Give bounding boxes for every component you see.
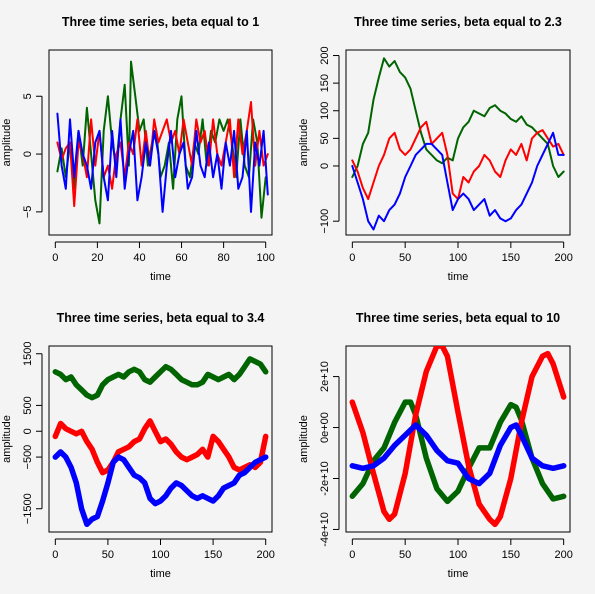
x-tick-label: 100 <box>449 252 467 264</box>
x-tick-label: 50 <box>399 252 411 264</box>
chart-panel: 0 50 100 150 200 −1500 −500 0 500 1500 Three time … <box>1 311 275 580</box>
x-tick-label: 60 <box>175 252 187 264</box>
x-tick-label: 0 <box>52 252 58 264</box>
y-tick-label: 1500 <box>22 342 34 366</box>
series-line <box>52 418 269 476</box>
x-tick-label: 200 <box>257 549 275 561</box>
y-tick-label: 200 <box>319 46 331 64</box>
x-tick-label: 80 <box>217 252 229 264</box>
y-tick-label: −500 <box>22 445 34 470</box>
y-tick-label: 0 <box>319 163 331 169</box>
series-line <box>52 356 269 401</box>
y-tick-label: 500 <box>22 396 34 414</box>
series-line <box>349 399 567 505</box>
x-tick-label: 200 <box>554 252 572 264</box>
y-tick-label: −100 <box>319 209 331 234</box>
x-axis-label: time <box>150 568 171 580</box>
plot-frame <box>48 49 273 236</box>
y-tick-label: -2e+10 <box>319 461 331 496</box>
y-tick-label: 150 <box>319 74 331 92</box>
series-line <box>349 422 567 487</box>
y-axis-label: amplitude <box>1 415 13 463</box>
chart-title: Three time series, beta equal to 3.4 <box>57 311 265 325</box>
x-tick-label: 40 <box>133 252 145 264</box>
series-line <box>351 57 565 178</box>
x-tick-label: 200 <box>554 549 572 561</box>
y-tick-label: 100 <box>319 102 331 120</box>
x-tick-label: 0 <box>349 252 355 264</box>
chart-panel: 0 50 100 150 200 −100 0 50 100 150 200 Three time s… <box>298 15 573 283</box>
series-line <box>56 112 269 213</box>
chart-panel: 0 50 100 150 200 -4e+10 -2e+10 0e+00 2e+10 Three … <box>298 311 573 580</box>
x-tick-label: 100 <box>449 549 467 561</box>
x-tick-label: 150 <box>502 549 520 561</box>
x-tick-label: 0 <box>349 549 355 561</box>
x-axis-label: time <box>448 568 469 580</box>
x-tick-label: 150 <box>502 252 520 264</box>
x-tick-label: 20 <box>91 252 103 264</box>
y-tick-label: 0 <box>22 428 34 434</box>
x-tick-label: 100 <box>257 252 275 264</box>
x-tick-label: 50 <box>399 549 411 561</box>
series-line <box>351 131 565 231</box>
y-tick-label: -4e+10 <box>319 512 331 547</box>
chart-title: Three time series, beta equal to 10 <box>356 311 560 325</box>
y-tick-label: 0e+00 <box>319 412 331 443</box>
series-line <box>351 120 565 201</box>
y-axis-label: amplitude <box>1 119 13 167</box>
chart-title: Three time series, beta equal to 1 <box>62 15 259 29</box>
chart-title: Three time series, beta equal to 2.3 <box>354 15 562 29</box>
series-line <box>56 101 269 208</box>
plot-frame <box>48 345 273 533</box>
x-tick-label: 0 <box>52 549 58 561</box>
y-tick-label: 2e+10 <box>319 361 331 392</box>
x-tick-label: 100 <box>151 549 169 561</box>
y-tick-label: −1500 <box>22 493 34 524</box>
x-tick-label: 50 <box>102 549 114 561</box>
y-axis-label: amplitude <box>298 415 310 463</box>
y-tick-label: 5 <box>22 93 34 99</box>
x-axis-label: time <box>150 271 171 283</box>
y-tick-label: 50 <box>319 132 331 144</box>
plot-frame <box>345 49 571 236</box>
y-tick-label: 0 <box>22 151 34 157</box>
y-tick-label: −5 <box>22 206 34 219</box>
series-line <box>52 449 269 528</box>
series-line <box>349 346 567 528</box>
x-axis-label: time <box>448 271 469 283</box>
plot-frame <box>345 345 571 533</box>
x-tick-label: 150 <box>204 549 222 561</box>
y-axis-label: amplitude <box>298 119 310 167</box>
chart-panel: 0 20 40 60 80 100 −5 0 5 Three time series, beta … <box>1 15 275 283</box>
